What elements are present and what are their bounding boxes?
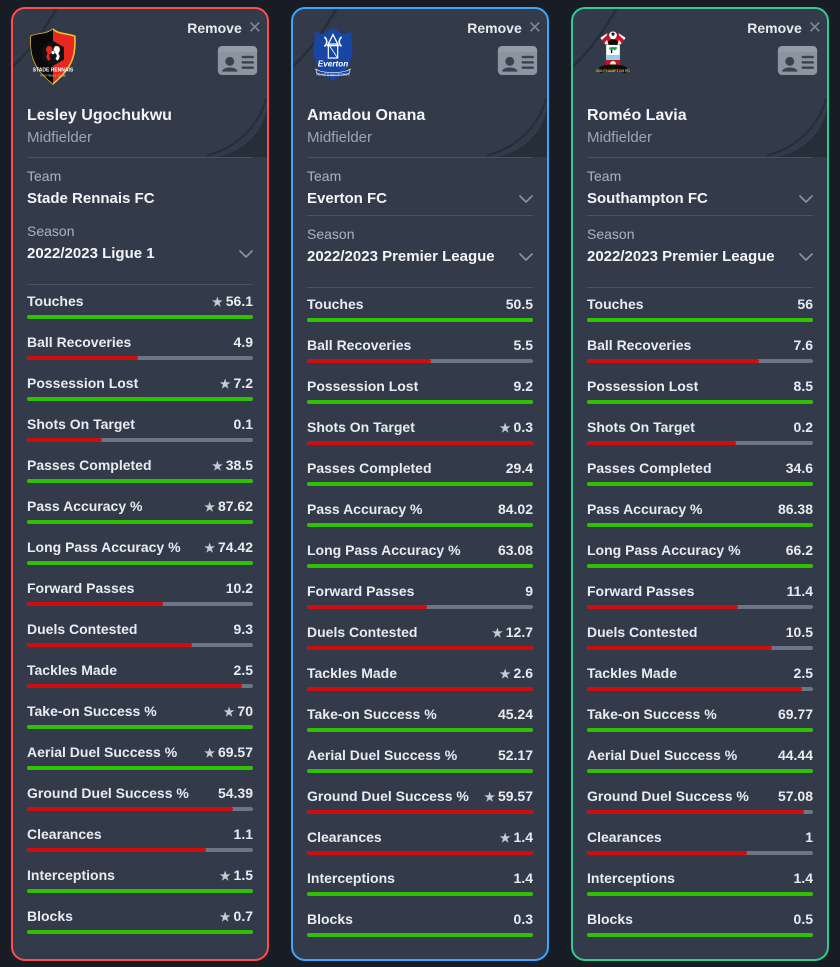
svg-text:Everton: Everton [318,60,348,69]
svg-text:SOUTHAMPTON FC: SOUTHAMPTON FC [596,69,630,73]
svg-text:STADE RENNAIS: STADE RENNAIS [33,67,74,73]
svg-text:NIL SATIS NISI OPTIMUM: NIL SATIS NISI OPTIMUM [316,72,350,76]
svg-text:FOOTBALL CLUB: FOOTBALL CLUB [40,73,65,77]
